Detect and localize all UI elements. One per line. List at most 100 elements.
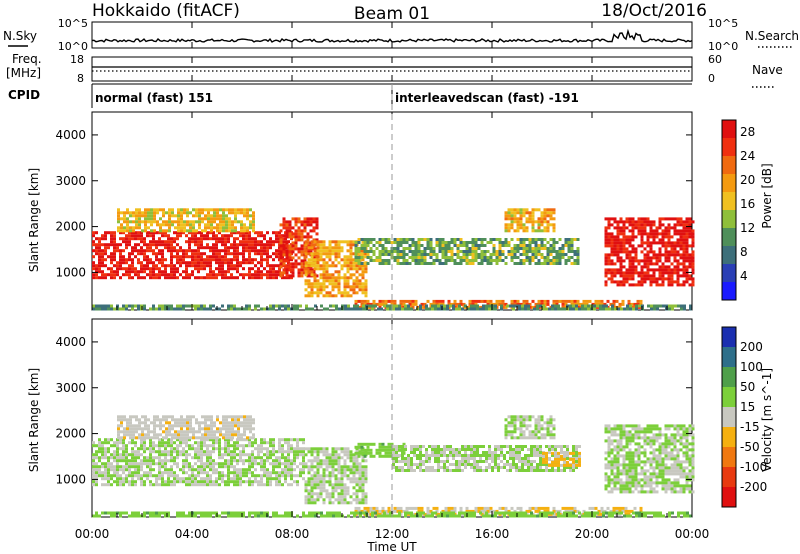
scatter-cell [131, 249, 134, 253]
scatter-cell [375, 259, 379, 262]
scatter-cell [143, 255, 146, 259]
scatter-cell [179, 234, 182, 238]
scatter-cell [236, 243, 239, 247]
scatter-cell [355, 471, 359, 475]
scatter-cell [189, 223, 192, 227]
scatter-cell [611, 304, 614, 308]
scatter-cell [325, 279, 329, 283]
scatter-cell [239, 264, 242, 268]
scatter-cell [137, 304, 140, 308]
scatter-cell [206, 307, 209, 311]
scatter-cell [509, 454, 512, 457]
scatter-cell [313, 264, 317, 268]
scatter-cell [176, 258, 179, 262]
scatter-cell [312, 220, 316, 224]
scatter-cell [313, 249, 317, 253]
scatter-cell [126, 223, 129, 227]
scatter-cell [525, 244, 529, 247]
scatter-cell [206, 258, 209, 262]
scatter-cell [501, 259, 505, 262]
scatter-cell [443, 304, 446, 308]
scatter-cell [206, 261, 209, 265]
scatter-cell [173, 267, 176, 271]
scatter-cell [685, 268, 689, 272]
scatter-cell [252, 217, 255, 221]
scatter-cell [567, 250, 571, 253]
scatter-cell [334, 270, 338, 274]
scatter-cell [203, 483, 206, 487]
scatter-cell [676, 229, 680, 233]
scatter-cell [407, 466, 410, 469]
scatter-cell [489, 259, 493, 262]
scatter-cell [357, 451, 361, 455]
scatter-cell [522, 244, 526, 247]
scatter-cell [191, 465, 194, 469]
scatter-cell [227, 267, 230, 271]
scatter-cell [176, 444, 179, 448]
scatter-cell [158, 474, 161, 478]
scatter-cell [413, 445, 416, 448]
scatter-cell [134, 480, 137, 484]
scatter-cell [302, 462, 305, 466]
scatter-cell [661, 244, 665, 248]
scatter-cell [119, 453, 122, 457]
scatter-cell [673, 229, 677, 233]
scatter-cell [528, 244, 532, 247]
scatter-cell [128, 462, 131, 466]
scatter-cell [180, 214, 183, 218]
scatter-cell [425, 448, 428, 451]
scatter-cell [153, 229, 156, 233]
scatter-cell [164, 459, 167, 463]
scatter-cell [507, 244, 511, 247]
scatter-cell [230, 261, 233, 265]
scatter-cell [310, 255, 314, 259]
scatter-cell [310, 498, 314, 502]
scatter-cell [186, 430, 189, 434]
scatter-cell [275, 459, 278, 463]
scatter-cell [434, 307, 437, 311]
freq-unit: [MHz] [6, 66, 41, 80]
scatter-cell [132, 220, 135, 224]
scatter-cell [158, 267, 161, 271]
scatter-cell [322, 459, 326, 463]
scatter-cell [254, 456, 257, 460]
scatter-cell [495, 250, 499, 253]
scatter-cell [156, 433, 159, 437]
scatter-cell [95, 477, 98, 481]
scatter-cell [92, 453, 95, 457]
scatter-cell [325, 249, 329, 253]
scatter-cell [201, 220, 204, 224]
scatter-cell [347, 304, 350, 308]
scatter-cell [246, 217, 249, 221]
scatter-cell [369, 259, 373, 262]
scatter-cell [552, 250, 556, 253]
scatter-cell [218, 444, 221, 448]
scatter-cell [319, 240, 323, 244]
scatter-cell [358, 288, 362, 292]
scatter-cell [206, 447, 209, 451]
scatter-cell [206, 453, 209, 457]
scatter-cell [222, 418, 225, 422]
scatter-cell [200, 465, 203, 469]
scatter-cell [540, 241, 544, 244]
scatter-cell [161, 474, 164, 478]
scatter-cell [519, 226, 523, 230]
scatter-cell [658, 271, 662, 275]
scatter-cell [331, 246, 335, 250]
scatter-cell [682, 256, 686, 260]
scatter-cell [456, 256, 460, 259]
scatter-cell [313, 252, 317, 256]
scatter-cell [248, 459, 251, 463]
scatter-cell [668, 304, 671, 308]
scatter-cell [567, 247, 571, 250]
scatter-cell [510, 256, 514, 259]
scatter-cell [257, 447, 260, 451]
scatter-cell [435, 302, 439, 306]
scatter-cell [408, 302, 412, 306]
scatter-cell [322, 501, 326, 505]
scatter-cell [685, 223, 689, 227]
scatter-cell [177, 421, 180, 425]
scatter-cell [346, 501, 350, 505]
scatter-cell [446, 445, 449, 448]
scatter-cell [392, 454, 395, 457]
